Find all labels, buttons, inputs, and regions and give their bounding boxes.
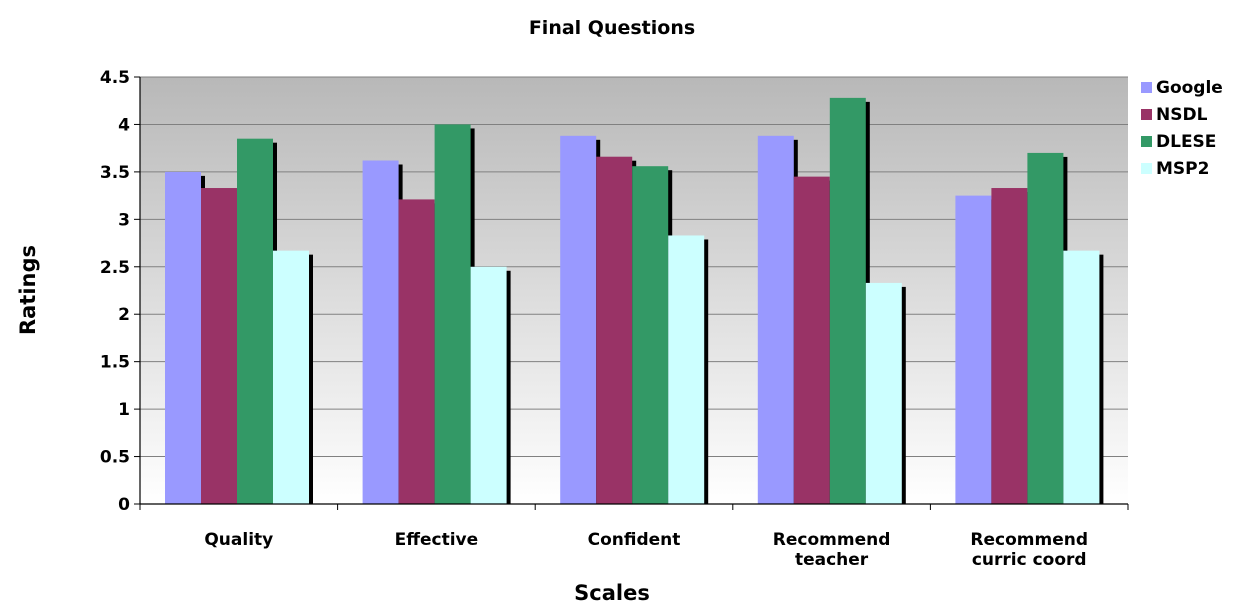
legend-label: Google: [1156, 78, 1223, 98]
bar-nsdl: [201, 188, 237, 504]
chart-title: Final Questions: [529, 17, 695, 39]
category-label: Recommend: [970, 530, 1088, 550]
legend-swatch: [1141, 82, 1152, 93]
y-tick-label: 2: [118, 305, 130, 325]
legend-swatch: [1141, 163, 1152, 174]
y-tick-label: 0: [118, 495, 130, 515]
bar-nsdl: [991, 188, 1027, 504]
bar-msp2: [866, 283, 902, 504]
legend-label: MSP2: [1156, 159, 1209, 179]
legend-swatch: [1141, 136, 1152, 147]
bar-msp2: [273, 251, 309, 504]
bar-google: [165, 172, 201, 504]
bar-dlese: [830, 98, 866, 504]
category-label: Recommend: [773, 530, 891, 550]
y-axis-title: Ratings: [16, 245, 40, 335]
legend-label: DLESE: [1156, 132, 1216, 152]
legend: Google NSDL DLESE MSP2: [1141, 78, 1223, 179]
x-axis-title: Scales: [574, 581, 650, 605]
bar-msp2: [1063, 251, 1099, 504]
y-tick-label: 4: [118, 115, 130, 135]
bar-dlese: [1027, 153, 1063, 504]
y-tick-label: 2.5: [100, 258, 130, 278]
bar-nsdl: [399, 199, 435, 504]
category-label: Quality: [204, 530, 273, 550]
category-label: Confident: [588, 530, 681, 550]
bar-dlese: [435, 124, 471, 504]
legend-label: NSDL: [1156, 105, 1208, 125]
legend-swatch: [1141, 109, 1152, 120]
x-axis-categories: Quality Effective Confident Recommendteache…: [140, 504, 1128, 570]
category-label: teacher: [795, 550, 869, 570]
bar-google: [955, 196, 991, 504]
y-tick-label: 4.5: [100, 68, 130, 88]
bar-msp2: [471, 267, 507, 504]
y-tick-label: 3.5: [100, 163, 130, 183]
y-tick-label: 0.5: [100, 448, 130, 468]
bar-google: [560, 136, 596, 504]
bar-nsdl: [794, 177, 830, 504]
category-label: Effective: [395, 530, 479, 550]
category-label: curric coord: [972, 550, 1087, 570]
bar-nsdl: [596, 157, 632, 504]
bar-google: [363, 161, 399, 504]
bar-google: [758, 136, 794, 504]
bar-msp2: [668, 235, 704, 504]
bar-dlese: [237, 139, 273, 504]
y-axis-ticks: 0 0.5 1 1.5 2 2.5 3 3.5 4 4.5: [100, 68, 140, 515]
y-tick-label: 3: [118, 210, 130, 230]
y-tick-label: 1: [118, 400, 130, 420]
bar-dlese: [632, 166, 668, 504]
y-tick-label: 1.5: [100, 353, 130, 373]
